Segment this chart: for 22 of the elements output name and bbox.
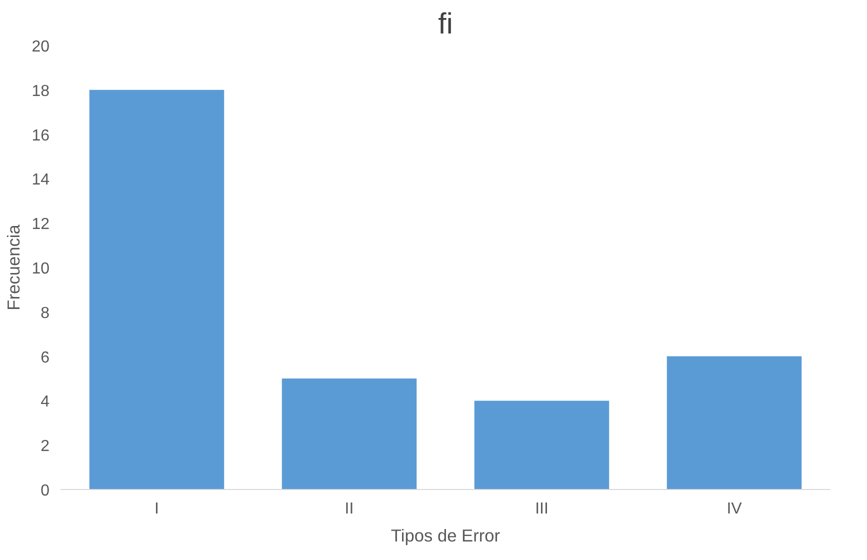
x-tick-label: II [344, 500, 354, 518]
x-tick-label: III [535, 500, 548, 518]
bar [666, 356, 802, 490]
y-tick-label: 10 [32, 260, 50, 278]
y-tick-label: 6 [40, 349, 50, 366]
y-tick-label: 0 [40, 482, 50, 500]
y-tick-label: 4 [40, 394, 50, 411]
x-tick-label: I [154, 500, 159, 518]
y-tick-label: 14 [32, 172, 50, 189]
x-tick-label: IV [726, 500, 742, 518]
y-tick-label: 2 [40, 438, 50, 456]
y-tick-label: 20 [32, 38, 50, 56]
chart-title: fi [438, 8, 453, 40]
bar [89, 90, 224, 490]
y-axis-title: Frecuencia [4, 224, 24, 310]
y-tick-label: 18 [32, 82, 50, 100]
y-tick-label: 16 [32, 127, 50, 144]
x-axis-title: Tipos de Error [390, 526, 500, 546]
bar [282, 378, 417, 490]
y-tick-label: 8 [40, 304, 50, 322]
bar [474, 400, 610, 490]
y-tick-label: 12 [32, 216, 50, 234]
